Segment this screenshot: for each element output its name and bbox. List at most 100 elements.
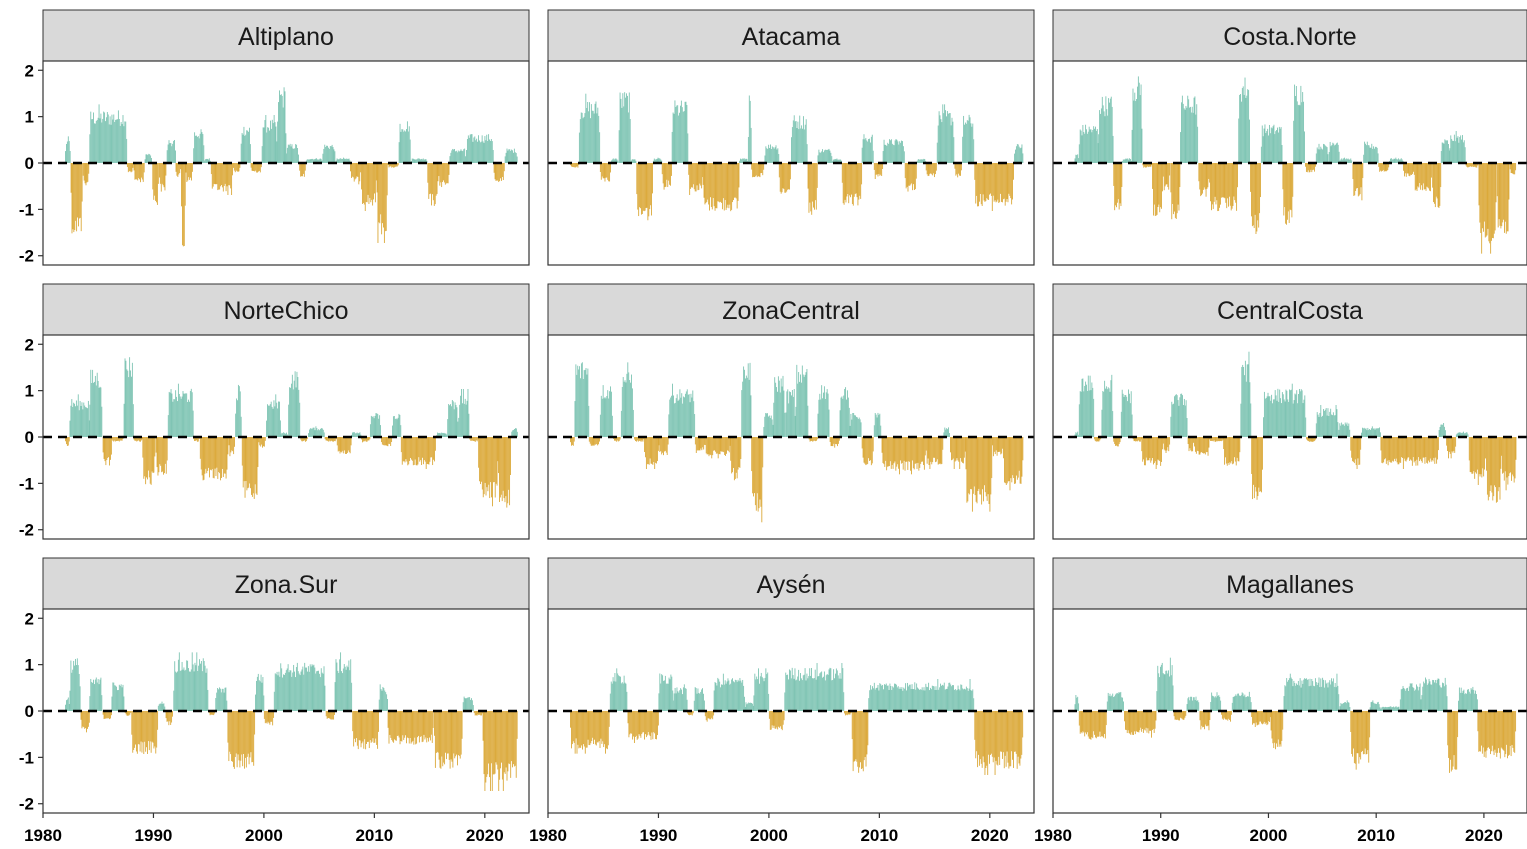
bar-mark: [941, 122, 943, 163]
bar-mark: [882, 151, 884, 163]
bar-mark: [442, 163, 444, 182]
bar-mark: [830, 668, 832, 711]
bar-mark: [885, 683, 887, 711]
bar-mark: [1005, 163, 1007, 202]
bar-mark: [575, 364, 577, 437]
bar-mark: [208, 437, 210, 468]
bar-mark: [418, 437, 420, 458]
bar-mark: [1260, 146, 1262, 163]
bar-mark: [327, 711, 329, 718]
bar-mark: [71, 399, 73, 437]
bar-mark: [1207, 711, 1209, 726]
bar-mark: [398, 413, 400, 437]
bar-mark: [637, 437, 639, 442]
bar-mark: [1354, 163, 1356, 196]
bar-mark: [1116, 692, 1118, 711]
bar-mark: [915, 689, 917, 711]
bar-mark: [1170, 675, 1172, 711]
bar-mark: [1009, 163, 1011, 196]
bar-mark: [899, 437, 901, 461]
bar-mark: [239, 391, 241, 437]
bar-mark: [1145, 711, 1147, 728]
bar-mark: [249, 127, 250, 163]
bar-mark: [754, 163, 755, 178]
bar-mark: [1256, 163, 1258, 232]
bar-mark: [766, 413, 768, 437]
bar-mark: [1325, 146, 1327, 163]
bar-mark: [396, 711, 398, 736]
bar-mark: [1226, 437, 1228, 466]
bar-mark: [897, 141, 899, 163]
bar-mark: [959, 437, 961, 469]
bar-mark: [133, 711, 135, 750]
bar-mark: [250, 711, 252, 753]
bar-mark: [124, 358, 126, 437]
bar-mark: [264, 120, 266, 163]
bar-mark: [350, 163, 352, 178]
bar-mark: [881, 437, 883, 453]
bar-mark: [1454, 711, 1456, 770]
bar-mark: [896, 687, 898, 711]
bar-mark: [1198, 163, 1200, 182]
bar-mark: [1289, 673, 1291, 711]
bar-mark: [888, 143, 890, 163]
bar-mark: [768, 693, 770, 711]
bar-mark: [1158, 437, 1160, 461]
bar-mark: [1409, 437, 1411, 461]
bar-mark: [1290, 389, 1292, 437]
bar-mark: [793, 389, 795, 437]
bar-mark: [1201, 437, 1203, 452]
bar-mark: [1412, 437, 1414, 458]
bar-mark: [428, 437, 430, 465]
bar-mark: [154, 711, 156, 747]
bar-mark: [1251, 163, 1253, 227]
bar-mark: [358, 163, 360, 185]
bar-mark: [129, 711, 131, 715]
bar-mark: [851, 419, 853, 437]
bar-mark: [1189, 437, 1191, 449]
bar-mark: [248, 711, 250, 765]
bar-mark: [360, 163, 362, 173]
bar-mark: [1010, 437, 1012, 479]
bar-mark: [1169, 163, 1171, 176]
bar-mark: [457, 150, 459, 163]
bar-mark: [249, 711, 251, 758]
bar-mark: [1426, 163, 1428, 187]
bar-mark: [275, 394, 277, 437]
bar-mark: [200, 661, 202, 711]
bar-mark: [356, 163, 358, 177]
bar-mark: [1427, 437, 1429, 464]
bar-mark: [97, 679, 99, 711]
bar-mark: [1466, 163, 1468, 167]
y-tick-label: 2: [25, 61, 34, 80]
bar-mark: [789, 391, 791, 437]
bar-mark: [1230, 711, 1231, 722]
bar-mark: [694, 437, 696, 445]
bar-mark: [857, 419, 859, 437]
bar-mark: [1106, 389, 1108, 437]
bar-mark: [999, 163, 1001, 203]
bar-mark: [1347, 425, 1349, 437]
bar-mark: [718, 679, 720, 711]
bar-mark: [1155, 437, 1157, 469]
bar-mark: [1261, 125, 1263, 163]
bar-mark: [988, 163, 990, 200]
bar-mark: [1307, 679, 1309, 711]
bar-mark: [431, 163, 432, 206]
bar-mark: [803, 674, 805, 711]
bar-mark: [329, 711, 331, 719]
bar-mark: [1119, 692, 1121, 711]
bar-mark: [1241, 692, 1243, 711]
panel-border: [1052, 334, 1527, 540]
bar-mark: [149, 437, 151, 484]
bar-mark: [588, 437, 590, 442]
bar-mark: [189, 671, 191, 711]
bar-mark: [643, 163, 645, 212]
bar-mark: [1453, 437, 1455, 451]
bar-mark: [774, 147, 776, 163]
bar-mark: [143, 711, 145, 755]
bar-mark: [723, 684, 725, 711]
bar-mark: [65, 151, 66, 163]
bar-mark: [273, 115, 275, 163]
y-tick-label: 0: [25, 702, 34, 721]
